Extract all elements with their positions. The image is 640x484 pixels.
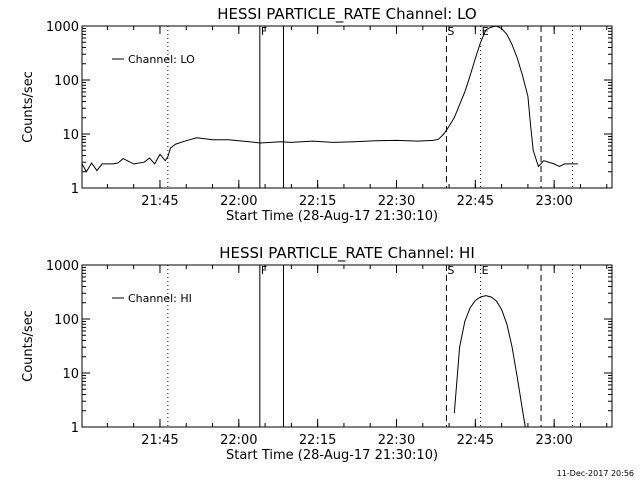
y-tick-label: 1: [71, 421, 79, 436]
y-axis-label: Counts/sec: [21, 310, 36, 382]
legend-label: Channel: HI: [128, 292, 192, 305]
chart-panel-1: HESSI PARTICLE_RATE Channel: HI 1 10 100 100…: [21, 244, 613, 463]
x-tick-label: 22:45: [457, 433, 494, 448]
y-tick-label: 10: [62, 128, 79, 143]
x-tick-label: 22:30: [378, 433, 415, 448]
chart-title: HESSI PARTICLE_RATE Channel: HI: [219, 244, 475, 263]
chart-title: HESSI PARTICLE_RATE Channel: LO: [217, 5, 476, 24]
x-tick-label: 22:15: [299, 433, 336, 448]
event-marker-label: F: [261, 25, 267, 38]
plot-frame: [81, 264, 613, 428]
y-tick-label: 100: [54, 313, 79, 328]
x-tick-label: 22:00: [220, 433, 257, 448]
y-axis-label: Counts/sec: [21, 71, 36, 143]
chart-legend: Channel: LO: [112, 53, 195, 66]
x-tick-label: 22:45: [457, 194, 494, 209]
x-tick-label: 22:30: [378, 194, 415, 209]
series-line-0: [81, 25, 578, 173]
x-tick-label: 23:00: [535, 433, 572, 448]
x-axis-label: Start Time (28-Aug-17 21:30:10): [226, 448, 438, 463]
legend-label: Channel: LO: [128, 53, 195, 66]
event-marker-label: F: [261, 264, 267, 277]
y-tick-label: 1000: [46, 259, 79, 274]
plot-frame: [81, 25, 613, 189]
x-tick-label: 21:45: [141, 194, 178, 209]
x-tick-label: 23:00: [535, 194, 572, 209]
series-line-0: [453, 295, 526, 428]
event-marker-label: S: [447, 25, 454, 38]
event-marker-label: E: [482, 264, 489, 277]
footer-timestamp: 11-Dec-2017 20:56: [556, 469, 634, 478]
y-tick-label: 1000: [46, 20, 79, 35]
y-tick-label: 1: [71, 182, 79, 197]
x-tick-label: 21:45: [141, 433, 178, 448]
y-tick-label: 10: [62, 367, 79, 382]
chart-panel-0: HESSI PARTICLE_RATE Channel: LO 1 10 100 100…: [21, 5, 613, 224]
event-marker-label: S: [447, 264, 454, 277]
y-tick-label: 100: [54, 74, 79, 89]
x-axis-label: Start Time (28-Aug-17 21:30:10): [226, 209, 438, 224]
x-tick-label: 22:00: [220, 194, 257, 209]
chart-legend: Channel: HI: [112, 292, 192, 305]
x-tick-label: 22:15: [299, 194, 336, 209]
